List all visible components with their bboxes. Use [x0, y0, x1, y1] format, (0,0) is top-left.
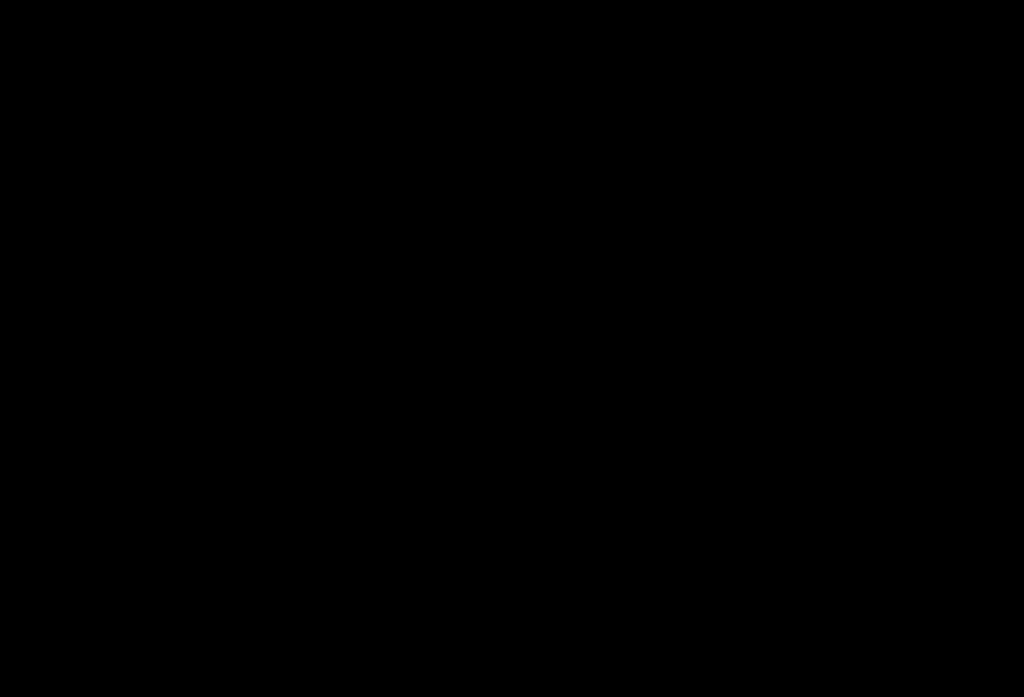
line-chart — [0, 0, 1024, 697]
chart-svg — [0, 0, 300, 150]
